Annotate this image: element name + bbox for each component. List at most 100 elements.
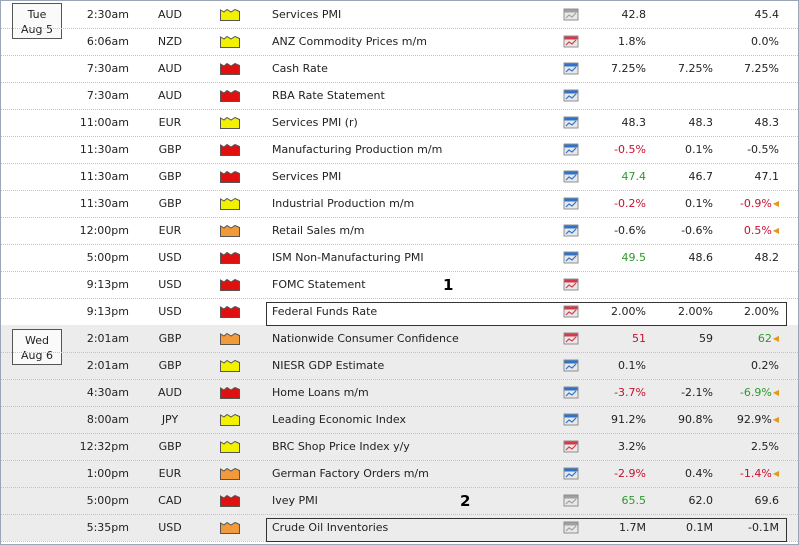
annotation-marker-2: 2 bbox=[460, 492, 471, 510]
event-name[interactable]: NIESR GDP Estimate bbox=[272, 359, 385, 372]
event-name[interactable]: Manufacturing Production m/m bbox=[272, 143, 443, 156]
actual-value: -3.7% bbox=[586, 379, 646, 406]
event-name[interactable]: Federal Funds Rate bbox=[272, 305, 378, 318]
event-name[interactable]: Services PMI bbox=[272, 8, 342, 21]
calendar-row[interactable]: 11:30am GBP Industrial Production m/m -0.2%… bbox=[1, 190, 798, 218]
impact-folder-icon[interactable] bbox=[220, 251, 240, 264]
event-name[interactable]: Cash Rate bbox=[272, 62, 328, 75]
impact-folder-icon[interactable] bbox=[220, 116, 240, 129]
calendar-row[interactable]: 12:00pm EUR Retail Sales m/m -0.6% -0.6% 0.5%… bbox=[1, 217, 798, 245]
impact-folder-icon[interactable] bbox=[220, 305, 240, 318]
chart-graph-icon[interactable] bbox=[563, 35, 579, 48]
calendar-row[interactable]: 8:00am JPY Leading Economic Index 91.2% 90.8… bbox=[1, 406, 798, 434]
calendar-row[interactable]: 2:01am GBP NIESR GDP Estimate 0.1% 0.2% bbox=[1, 352, 798, 380]
calendar-row[interactable]: 11:00am EUR Services PMI (r) 48.3 48.3 48.3 bbox=[1, 109, 798, 137]
event-name[interactable]: BRC Shop Price Index y/y bbox=[272, 440, 410, 453]
actual-value: 0.1% bbox=[586, 352, 646, 379]
actual-value: 2.00% bbox=[586, 298, 646, 325]
impact-folder-icon[interactable] bbox=[220, 197, 240, 210]
calendar-row[interactable]: 2:01am GBP Nationwide Consumer Confidence 5… bbox=[1, 325, 798, 353]
impact-folder-icon[interactable] bbox=[220, 521, 240, 534]
actual-value: -0.5% bbox=[586, 136, 646, 163]
chart-graph-icon[interactable] bbox=[563, 440, 579, 453]
event-time: 11:30am bbox=[79, 143, 129, 156]
day-group: Wed Aug 6 2:01am GBP Nationwide Consumer Con… bbox=[1, 325, 798, 542]
weekday-label: Tue bbox=[27, 8, 47, 21]
chart-graph-icon[interactable] bbox=[563, 467, 579, 480]
calendar-row[interactable]: 11:30am GBP Manufacturing Production m/m -0… bbox=[1, 136, 798, 164]
impact-folder-icon[interactable] bbox=[220, 62, 240, 75]
event-name[interactable]: ISM Non-Manufacturing PMI bbox=[272, 251, 424, 264]
chart-graph-icon[interactable] bbox=[563, 413, 579, 426]
triangle-left-icon: ◀ bbox=[772, 415, 779, 424]
impact-folder-icon[interactable] bbox=[220, 143, 240, 156]
calendar-row[interactable]: 7:30am AUD RBA Rate Statement bbox=[1, 82, 798, 110]
previous-value: -0.1M bbox=[719, 514, 779, 541]
event-currency: GBP bbox=[158, 332, 182, 345]
chart-graph-icon[interactable] bbox=[563, 278, 579, 291]
impact-folder-icon[interactable] bbox=[220, 8, 240, 21]
chart-graph-icon[interactable] bbox=[563, 305, 579, 318]
event-time: 7:30am bbox=[86, 62, 129, 75]
impact-folder-icon[interactable] bbox=[220, 170, 240, 183]
impact-folder-icon[interactable] bbox=[220, 386, 240, 399]
previous-text: 48.3 bbox=[754, 116, 780, 129]
calendar-row[interactable]: 11:30am GBP Services PMI 47.4 46.7 47.1 bbox=[1, 163, 798, 191]
event-name[interactable]: Nationwide Consumer Confidence bbox=[272, 332, 459, 345]
date-cell: Wed Aug 6 bbox=[12, 329, 62, 365]
impact-folder-icon[interactable] bbox=[220, 332, 240, 345]
calendar-row[interactable]: 1:00pm EUR German Factory Orders m/m -2.9% 0… bbox=[1, 460, 798, 488]
event-name[interactable]: ANZ Commodity Prices m/m bbox=[272, 35, 427, 48]
chart-graph-icon[interactable] bbox=[563, 143, 579, 156]
event-name[interactable]: Ivey PMI bbox=[272, 494, 318, 507]
impact-folder-icon[interactable] bbox=[220, 467, 240, 480]
chart-graph-icon[interactable] bbox=[563, 251, 579, 264]
chart-graph-icon[interactable] bbox=[563, 62, 579, 75]
event-name[interactable]: Industrial Production m/m bbox=[272, 197, 415, 210]
calendar-row[interactable]: 5:00pm USD ISM Non-Manufacturing PMI 49.5 48… bbox=[1, 244, 798, 272]
impact-folder-icon[interactable] bbox=[220, 89, 240, 102]
calendar-row[interactable]: 5:00pm CAD Ivey PMI 65.5 62.0 69.6 bbox=[1, 487, 798, 515]
calendar-row[interactable]: 7:30am AUD Cash Rate 7.25% 7.25% 7.25% bbox=[1, 55, 798, 83]
impact-folder-icon[interactable] bbox=[220, 359, 240, 372]
previous-value bbox=[719, 271, 779, 298]
impact-folder-icon[interactable] bbox=[220, 278, 240, 291]
impact-folder-icon[interactable] bbox=[220, 494, 240, 507]
calendar-row[interactable]: 4:30am AUD Home Loans m/m -3.7% -2.1% -6.9%◀ bbox=[1, 379, 798, 407]
event-name[interactable]: Crude Oil Inventories bbox=[272, 521, 389, 534]
actual-value: 49.5 bbox=[586, 244, 647, 271]
event-name[interactable]: Retail Sales m/m bbox=[272, 224, 365, 237]
chart-graph-icon[interactable] bbox=[563, 197, 579, 210]
chart-graph-icon[interactable] bbox=[563, 359, 579, 372]
event-name[interactable]: German Factory Orders m/m bbox=[272, 467, 429, 480]
chart-graph-icon[interactable] bbox=[563, 386, 579, 399]
chart-graph-icon[interactable] bbox=[563, 521, 579, 534]
event-name[interactable]: Home Loans m/m bbox=[272, 386, 369, 399]
forecast-value: 0.4% bbox=[685, 467, 713, 480]
forecast-value bbox=[653, 1, 713, 28]
impact-folder-icon[interactable] bbox=[220, 440, 240, 453]
calendar-row[interactable]: 2:30am AUD Services PMI 42.8 45.4 bbox=[1, 1, 798, 29]
triangle-left-icon: ◀ bbox=[772, 469, 779, 478]
chart-graph-icon[interactable] bbox=[563, 170, 579, 183]
event-name[interactable]: Services PMI bbox=[272, 170, 342, 183]
previous-value: 0.2% bbox=[719, 352, 779, 379]
triangle-left-icon: ◀ bbox=[772, 334, 779, 343]
event-name[interactable]: Leading Economic Index bbox=[272, 413, 406, 426]
impact-folder-icon[interactable] bbox=[220, 35, 240, 48]
event-name[interactable]: RBA Rate Statement bbox=[272, 89, 385, 102]
chart-graph-icon[interactable] bbox=[563, 89, 579, 102]
chart-graph-icon[interactable] bbox=[563, 494, 579, 507]
event-time: 2:01am bbox=[86, 332, 129, 345]
calendar-row[interactable]: 6:06am NZD ANZ Commodity Prices m/m 1.8% 0.0… bbox=[1, 28, 798, 56]
calendar-row[interactable]: 12:32pm GBP BRC Shop Price Index y/y 3.2% 2.… bbox=[1, 433, 798, 461]
chart-graph-icon[interactable] bbox=[563, 8, 579, 21]
chart-graph-icon[interactable] bbox=[563, 116, 579, 129]
calendar-row[interactable]: 9:13pm USD FOMC Statement bbox=[1, 271, 798, 299]
event-name[interactable]: Services PMI (r) bbox=[272, 116, 358, 129]
chart-graph-icon[interactable] bbox=[563, 224, 579, 237]
event-name[interactable]: FOMC Statement bbox=[272, 278, 366, 291]
impact-folder-icon[interactable] bbox=[220, 224, 240, 237]
impact-folder-icon[interactable] bbox=[220, 413, 240, 426]
chart-graph-icon[interactable] bbox=[563, 332, 579, 345]
